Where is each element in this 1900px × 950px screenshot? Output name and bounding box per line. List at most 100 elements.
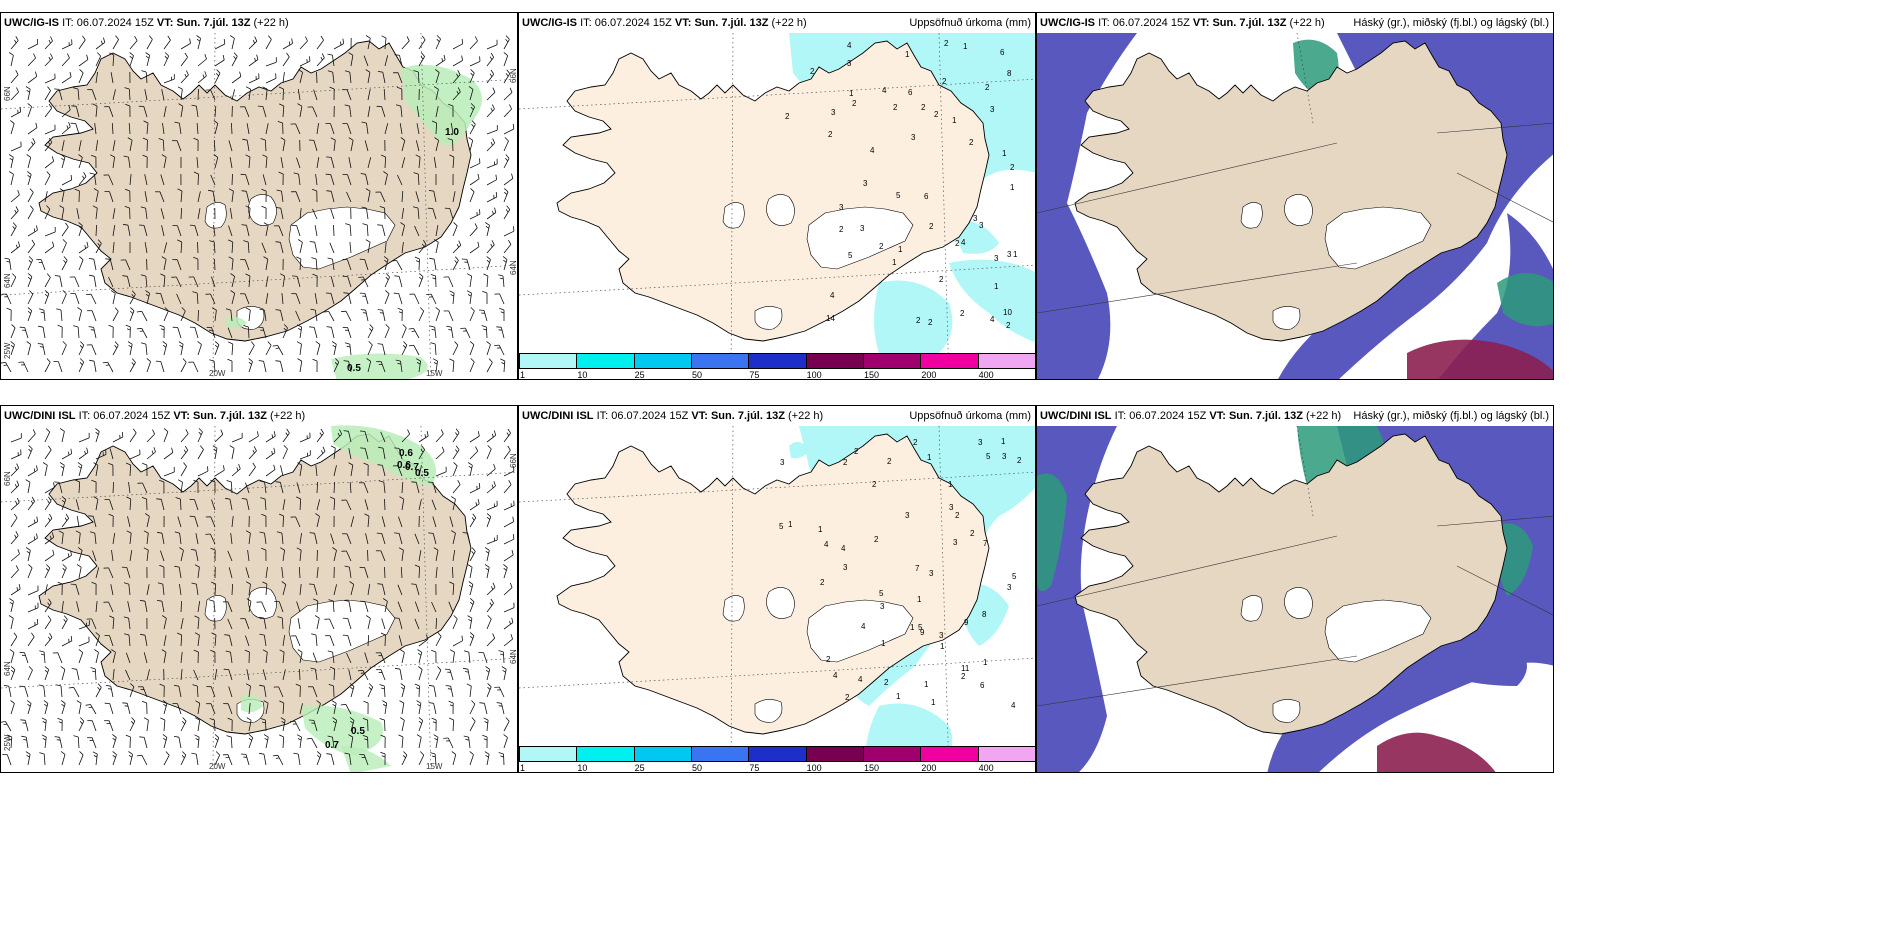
precip-value-label: 2 (969, 138, 974, 147)
colorbar-tick-label: 400 (978, 763, 994, 773)
precip-value-label: 3 (953, 538, 958, 547)
precip-value-label: 1 (892, 258, 897, 267)
precip-value-label: 2 (960, 309, 965, 318)
wind-value-label: 0.7 (325, 740, 339, 751)
precip-value-label: 3 (911, 133, 916, 142)
precip-value-label: 4 (847, 41, 852, 50)
precip-value-label: 5 (879, 589, 884, 598)
precip-value-label: 3 (860, 224, 865, 233)
colorbar-tick-label: 10 (577, 370, 588, 380)
colorbar-tick-label: 150 (864, 763, 880, 773)
precip-value-label: 1 (896, 692, 901, 701)
precip-value-label: 1 (983, 658, 988, 667)
precip-value-label: 6 (980, 681, 985, 690)
wind-value-labels: 1.0 0.5 (347, 127, 459, 374)
precip-value-label: 1 (927, 453, 932, 462)
precip-value-label: 1 (940, 642, 945, 651)
colorbar-swatch (519, 746, 578, 762)
lat-label-66-right: 66N (509, 453, 518, 468)
colorbar-swatch (920, 353, 979, 369)
glacier (806, 206, 914, 270)
wind-map: 0.60.60.70.50.50.7 (1, 406, 517, 772)
high-cloud-layer (1377, 732, 1496, 772)
precip-value-label: 3 (979, 221, 984, 230)
precip-value-label: 5 (779, 522, 784, 531)
precip-value-label: 3 (949, 503, 954, 512)
lon-label-25: 25W (3, 734, 12, 751)
precip-value-label: 4 (841, 544, 846, 553)
precip-value-label: 2 (843, 458, 848, 467)
precip-value-label: 1 (963, 42, 968, 51)
precip-value-label: 3 (939, 631, 944, 640)
precip-value-label: 4 (990, 315, 995, 324)
colorbar-tick-label: 1 (520, 763, 526, 773)
precip-value-label: 2 (826, 655, 831, 664)
glacier (806, 599, 914, 663)
precip-value-label: 14 (826, 314, 835, 323)
glacier (1240, 595, 1263, 622)
high-cloud-layer (1407, 339, 1553, 379)
precip-value-label: 9 (964, 618, 969, 627)
precip-value-label: 5 (848, 251, 853, 260)
precip-value-label: 3 (847, 59, 852, 68)
lon-label-20: 20W (209, 369, 226, 378)
glacier (766, 194, 795, 226)
wind-value-label: 0.6 (399, 448, 413, 459)
glacier (766, 587, 795, 619)
precip-value-label: 2 (916, 316, 921, 325)
precip-value-label: 2 (944, 39, 949, 48)
precip-value-label: 1 (1001, 437, 1006, 446)
coastline (556, 40, 990, 342)
precip-value-label: 3 (905, 511, 910, 520)
lat-label-64: 64N (3, 273, 12, 288)
lat-label-64: 64N (3, 661, 12, 676)
precip-value-label: 2 (884, 678, 889, 687)
precip-value-label: 1 (910, 623, 915, 632)
precip-value-label: 3 (843, 563, 848, 572)
precip-value-label: 1 (905, 50, 910, 59)
precip-value-label: 1 (818, 525, 823, 534)
cloud-map-panel-2: UWC/DINI ISL IT: 06.07.2024 15Z VT: Sun.… (1036, 405, 1554, 773)
glacier (1324, 599, 1432, 663)
panel-header: UWC/IG-IS IT: 06.07.2024 15Z VT: Sun. 7.… (4, 17, 289, 29)
colorbar-tick-label: 400 (978, 370, 994, 380)
precip-value-label: 1 (994, 282, 999, 291)
precip-value-label: 5 (896, 191, 901, 200)
precip-value-label: 2 (893, 103, 898, 112)
wind-map-panel-2: UWC/DINI ISL IT: 06.07.2024 15Z VT: Sun.… (0, 405, 518, 773)
product-title: Háský (gr.), miðský (fj.bl.) og lágský (… (1353, 410, 1549, 422)
wind-value-label: 0.5 (347, 363, 361, 374)
colorbar-swatch (691, 353, 750, 369)
precip-value-label: 6 (924, 192, 929, 201)
precip-value-label: 8 (982, 610, 987, 619)
precip-value-label: 4 (861, 622, 866, 631)
precip-value-label: 1 (1002, 149, 1007, 158)
precip-value-label: 2 (929, 222, 934, 231)
precip-value-label: 9 (920, 628, 925, 637)
precip-value-label: 2 (985, 83, 990, 92)
precip-value-label: 3 (1002, 452, 1007, 461)
precip-value-label: 3 (831, 108, 836, 117)
precip-value-label: 2 (820, 578, 825, 587)
glacier (1284, 587, 1313, 619)
glacier (722, 202, 745, 229)
wind-value-label: 0.7 (405, 462, 419, 473)
precip-value-label: 3 (863, 179, 868, 188)
coastline (1074, 40, 1508, 342)
colorbar-swatch (977, 353, 1035, 369)
precip-value-label: 4 (882, 86, 887, 95)
precip-value-label: 3 (880, 602, 885, 611)
panel-header: UWC/IG-IS IT: 06.07.2024 15Z VT: Sun. 7.… (1040, 17, 1325, 29)
colorbar-swatch (576, 746, 635, 762)
colorbar-tick-label: 1 (520, 370, 526, 380)
panel-header: UWC/DINI ISL IT: 06.07.2024 15Z VT: Sun.… (522, 410, 824, 422)
precip-value-label: 4 (1011, 701, 1016, 710)
glacier (722, 595, 745, 622)
precip-value-label: 3 (994, 254, 999, 263)
colorbar-swatch (805, 353, 864, 369)
precip-map-panel-1: UWC/IG-IS IT: 06.07.2024 15Z VT: Sun. 7.… (518, 12, 1036, 380)
panel-header: UWC/IG-IS IT: 06.07.2024 15Z VT: Sun. 7.… (522, 17, 807, 29)
